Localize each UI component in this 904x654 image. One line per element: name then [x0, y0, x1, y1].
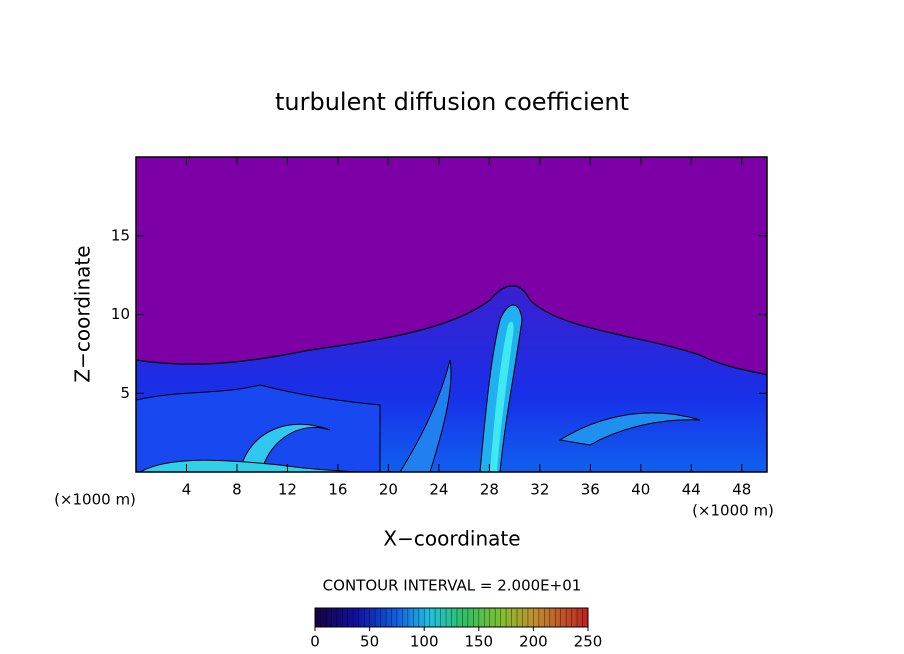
x-tick-label: 20 — [379, 481, 398, 499]
x-tick-label: 28 — [480, 481, 499, 499]
colorbar-tick-label: 100 — [410, 633, 439, 651]
x-tick-label: 44 — [682, 481, 701, 499]
field — [136, 157, 767, 472]
field-eddy — [399, 359, 452, 472]
field-eddy — [138, 459, 361, 472]
field-eddy — [558, 412, 701, 446]
y-tick-label: 15 — [111, 226, 130, 244]
x-tick-label: 16 — [328, 481, 347, 499]
field-eddy — [239, 423, 331, 471]
colorbar-tick-label: 250 — [574, 633, 603, 651]
x-axis-label: X−coordinate — [383, 527, 520, 551]
x-tick-label: 32 — [530, 481, 549, 499]
x-tick-label: 4 — [182, 481, 192, 499]
colorbar-tick-label: 0 — [310, 633, 320, 651]
field-region — [136, 384, 381, 472]
contour-interval: CONTOUR INTERVAL = 2.000E+01 — [323, 577, 582, 595]
x-tick-label: 40 — [631, 481, 650, 499]
x-tick-label: 8 — [232, 481, 242, 499]
colorbar-tick-label: 150 — [464, 633, 493, 651]
x-tick-label: 24 — [429, 481, 448, 499]
x-unit: (×1000 m) — [692, 502, 774, 520]
field-plume — [490, 321, 514, 472]
x-tick-label: 12 — [278, 481, 297, 499]
colorbar-tick-label: 50 — [360, 633, 379, 651]
y-tick-label: 5 — [120, 384, 130, 402]
x-tick-label: 36 — [581, 481, 600, 499]
colorbar-tick-label: 200 — [519, 633, 548, 651]
x-tick-label: 48 — [732, 481, 751, 499]
y-axis-label: Z−coordinate — [71, 245, 95, 382]
chart-title: turbulent diffusion coefficient — [275, 88, 629, 116]
y-tick-label: 10 — [111, 305, 130, 323]
y-unit: (×1000 m) — [54, 491, 136, 509]
